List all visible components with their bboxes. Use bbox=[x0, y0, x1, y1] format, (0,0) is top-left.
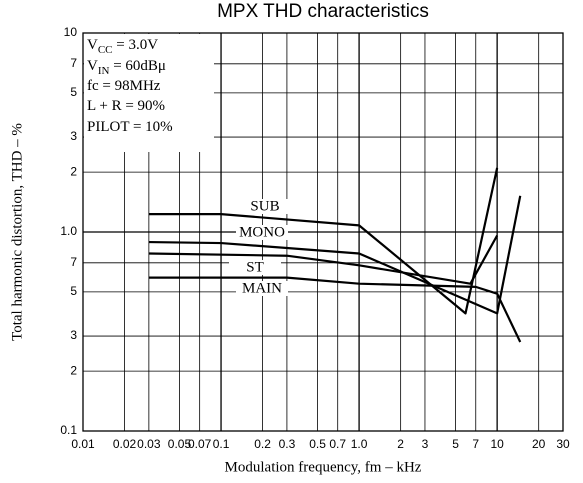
label-bg bbox=[229, 260, 281, 275]
y-tick-label: 7 bbox=[70, 56, 77, 70]
conditions-box bbox=[84, 34, 214, 152]
y-tick-label: 2 bbox=[70, 164, 77, 178]
y-tick-label: 7 bbox=[70, 255, 77, 269]
y-tick-label: 1.0 bbox=[60, 224, 77, 238]
condition-text: fc = 98MHz bbox=[87, 78, 161, 94]
x-tick-label: 0.1 bbox=[213, 437, 230, 451]
x-tick-label: 1.0 bbox=[351, 437, 368, 451]
condition-text: L + R = 90% bbox=[87, 98, 165, 114]
x-tick-label: 0.3 bbox=[279, 437, 296, 451]
x-tick-label: 0.7 bbox=[329, 437, 346, 451]
series-label: ST bbox=[246, 259, 264, 275]
series-label: MAIN bbox=[242, 280, 282, 296]
x-tick-label: 3 bbox=[422, 437, 429, 451]
x-tick-label: 0.2 bbox=[254, 437, 271, 451]
x-axis-label: Modulation frequency, fm – kHz bbox=[225, 459, 422, 475]
condition-text: V bbox=[87, 58, 98, 74]
x-tick-label: 5 bbox=[452, 437, 459, 451]
condition-sub: CC bbox=[98, 44, 113, 56]
condition: L + R = 90% bbox=[87, 98, 165, 114]
series-line bbox=[148, 234, 499, 285]
x-tick-label: 0.05 bbox=[168, 437, 192, 451]
condition: VIN = 60dBμ bbox=[87, 58, 166, 76]
y-tick-label: 0.1 bbox=[60, 423, 77, 437]
x-tick-label: 10 bbox=[490, 437, 504, 451]
condition-text: V bbox=[87, 37, 98, 53]
label-bg bbox=[236, 225, 288, 240]
y-tick-label: 5 bbox=[70, 85, 77, 99]
x-tick-label: 2 bbox=[397, 437, 404, 451]
y-tick-label: 5 bbox=[70, 284, 77, 298]
x-tick-label: 0.03 bbox=[137, 437, 161, 451]
y-tick-label: 2 bbox=[70, 363, 77, 377]
y-tick-label: 3 bbox=[70, 129, 77, 143]
series-line bbox=[148, 276, 522, 343]
series-line bbox=[148, 167, 499, 315]
condition-sub: IN bbox=[98, 65, 110, 77]
x-tick-label: 0.07 bbox=[188, 437, 212, 451]
condition-text: PILOT = 10% bbox=[87, 119, 173, 135]
x-tick-label: 0.01 bbox=[71, 437, 95, 451]
y-tick-label: 10 bbox=[64, 25, 78, 39]
chart-title: MPX THD characteristics bbox=[217, 1, 429, 22]
condition: VCC = 3.0V bbox=[87, 37, 158, 55]
label-bg bbox=[239, 199, 291, 214]
series-line bbox=[148, 195, 522, 315]
condition-text: = 60dBμ bbox=[109, 58, 166, 74]
x-tick-label: 30 bbox=[556, 437, 570, 451]
label-bg bbox=[236, 281, 288, 296]
y-tick-label: 3 bbox=[70, 328, 77, 342]
condition: PILOT = 10% bbox=[87, 119, 173, 135]
series-label: MONO bbox=[239, 224, 285, 240]
plot-frame bbox=[82, 32, 564, 432]
y-axis-label: Total harmonic distortion, THD – % bbox=[9, 123, 25, 341]
condition: fc = 98MHz bbox=[87, 78, 161, 94]
x-tick-label: 0.5 bbox=[309, 437, 326, 451]
series-label: SUB bbox=[250, 198, 279, 214]
x-tick-label: 20 bbox=[532, 437, 546, 451]
x-tick-label: 0.02 bbox=[113, 437, 137, 451]
x-tick-label: 7 bbox=[472, 437, 479, 451]
condition-text: = 3.0V bbox=[113, 37, 159, 53]
